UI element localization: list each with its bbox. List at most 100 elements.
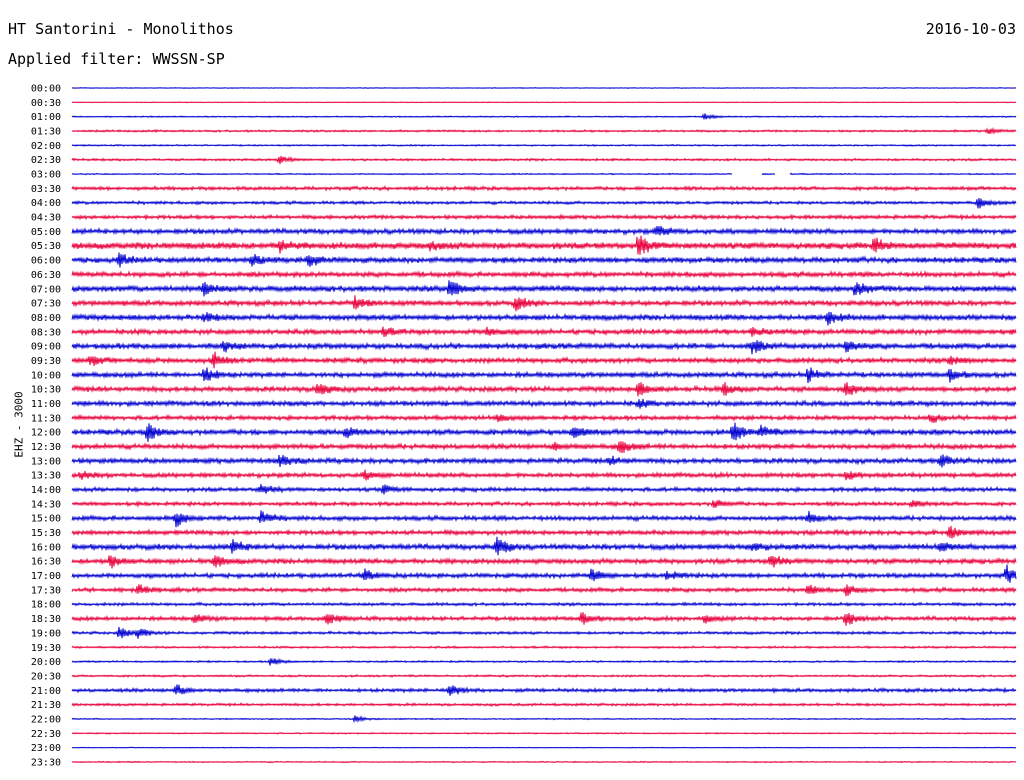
trace-line (71, 225, 1017, 236)
time-tick-label: 17:00 (31, 571, 61, 582)
time-tick-label: 12:30 (31, 442, 61, 453)
time-tick-label: 19:30 (31, 643, 61, 654)
trace-line (71, 340, 1017, 355)
station-title: HT Santorini - Monolithos (8, 20, 234, 38)
trace-line (71, 381, 1017, 397)
trace-line (71, 413, 1017, 423)
time-tick-label: 18:00 (31, 600, 61, 611)
trace-line (71, 684, 1017, 696)
time-tick-label: 03:00 (31, 170, 61, 181)
trace-line (71, 499, 1017, 509)
trace-line (71, 731, 1017, 735)
trace-line (71, 155, 1017, 165)
trace-line (71, 484, 1017, 495)
time-tick-label: 05:30 (31, 241, 61, 252)
trace-line (71, 197, 1017, 209)
time-tick-label: 00:00 (31, 84, 61, 95)
time-tick-label: 12:00 (31, 428, 61, 439)
time-tick-label: 09:30 (31, 356, 61, 367)
trace-line (71, 143, 1017, 147)
trace-line (71, 351, 1017, 369)
trace-line (71, 469, 1017, 481)
time-tick-label: 23:00 (31, 743, 61, 754)
trace-line (71, 252, 1017, 268)
trace-line (71, 612, 1017, 626)
trace-line (71, 367, 1017, 384)
trace-line (71, 760, 1017, 764)
time-tick-label: 07:30 (31, 299, 61, 310)
trace-line (71, 510, 1017, 528)
filter-label: Applied filter: WWSSN-SP (8, 50, 225, 68)
time-tick-label: 04:00 (31, 198, 61, 209)
time-tick-label: 11:00 (31, 399, 61, 410)
time-tick-label: 21:30 (31, 700, 61, 711)
trace-line (71, 398, 1017, 409)
time-tick-label: 16:30 (31, 557, 61, 568)
time-tick-label: 10:30 (31, 385, 61, 396)
trace-line (71, 113, 1017, 120)
time-tick-label: 03:30 (31, 184, 61, 195)
time-tick-label: 20:30 (31, 671, 61, 682)
time-tick-label: 00:30 (31, 98, 61, 109)
trace-line (71, 601, 1017, 608)
time-tick-label: 23:30 (31, 757, 61, 768)
time-tick-label: 15:00 (31, 514, 61, 525)
trace-line (71, 126, 1017, 135)
time-tick-label: 21:00 (31, 686, 61, 697)
trace-line (71, 326, 1017, 337)
time-tick-label: 06:00 (31, 256, 61, 267)
time-tick-label: 22:00 (31, 714, 61, 725)
trace-line (71, 101, 1017, 104)
trace-line (71, 184, 1017, 192)
time-tick-label: 09:00 (31, 342, 61, 353)
trace-line (71, 311, 1017, 326)
trace-line (71, 172, 1017, 176)
time-tick-label: 22:30 (31, 729, 61, 740)
time-tick-label: 14:30 (31, 499, 61, 510)
time-tick-label: 01:30 (31, 127, 61, 138)
record-date: 2016-10-03 (925, 20, 1016, 38)
trace-line (71, 584, 1017, 597)
trace-line (71, 673, 1017, 679)
time-tick-label: 13:30 (31, 471, 61, 482)
time-tick-label: 08:30 (31, 327, 61, 338)
time-tick-label: 02:30 (31, 155, 61, 166)
time-tick-label: 11:30 (31, 413, 61, 424)
trace-line (71, 441, 1017, 454)
trace-line (71, 235, 1017, 255)
trace-line (71, 422, 1017, 442)
time-tick-label: 18:30 (31, 614, 61, 625)
time-tick-label: 04:30 (31, 213, 61, 224)
time-tick-label: 05:00 (31, 227, 61, 238)
trace-line (71, 657, 1017, 666)
time-tick-label: 02:00 (31, 141, 61, 152)
trace-line (71, 454, 1017, 468)
trace-line (71, 746, 1017, 749)
time-tick-label: 14:00 (31, 485, 61, 496)
trace-line (71, 715, 1017, 724)
trace-line (71, 295, 1017, 312)
time-tick-label: 17:30 (31, 585, 61, 596)
time-tick-label: 10:00 (31, 370, 61, 381)
trace-line (71, 702, 1017, 708)
trace-line (71, 213, 1017, 221)
trace-line (71, 269, 1017, 279)
time-tick-label: 15:30 (31, 528, 61, 539)
trace-line (71, 564, 1017, 583)
time-tick-label: 19:00 (31, 628, 61, 639)
time-tick-label: 20:00 (31, 657, 61, 668)
trace-line (71, 627, 1017, 639)
trace-line (71, 86, 1017, 90)
time-tick-label: 01:00 (31, 112, 61, 123)
time-tick-label: 13:00 (31, 456, 61, 467)
trace-line (71, 536, 1017, 556)
time-tick-label: 06:30 (31, 270, 61, 281)
time-tick-label: 07:00 (31, 284, 61, 295)
trace-line (71, 555, 1017, 569)
trace-line (71, 280, 1017, 297)
trace-line (71, 645, 1017, 650)
trace-line (71, 525, 1017, 539)
time-tick-label: 16:00 (31, 542, 61, 553)
time-tick-label: 08:00 (31, 313, 61, 324)
